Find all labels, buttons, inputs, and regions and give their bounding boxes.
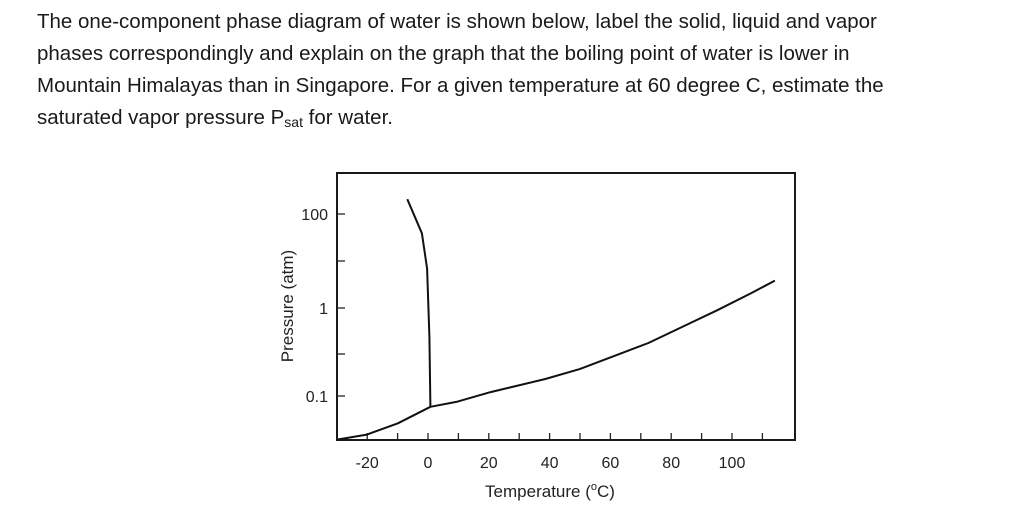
x-tick-label: 80 (662, 455, 680, 472)
melting-curve (406, 198, 432, 407)
y-tick-label: 1 (319, 301, 328, 318)
question-line: The one-component phase diagram of water… (37, 10, 877, 33)
vaporization-curve (430, 279, 776, 408)
x-tick-label: -20 (356, 455, 379, 472)
x-tick-label: 60 (602, 455, 620, 472)
y-axis-label: Pressure (atm) (278, 250, 297, 362)
y-tick-label: 0.1 (306, 389, 328, 406)
sublimation-curve (337, 405, 431, 441)
subscript-sat: sat (284, 114, 303, 130)
plot-frame (336, 172, 796, 441)
question-line: phases correspondingly and explain on th… (37, 42, 850, 65)
x-tick-label: 0 (424, 455, 433, 472)
question-line-text: saturated vapor pressure P (37, 106, 285, 129)
question-line-text: for water. (302, 106, 393, 129)
x-axis-label-suffix: C) (597, 482, 615, 501)
question-text: The one-component phase diagram of water… (37, 6, 1017, 134)
question-line: saturated vapor pressure Psat for water. (37, 102, 1017, 134)
x-tick-label: 40 (541, 455, 559, 472)
x-axis-label-degree: o (591, 481, 597, 493)
x-tick-label: 100 (719, 455, 746, 472)
x-tick-label: 20 (480, 455, 498, 472)
question-line: Mountain Himalayas than in Singapore. Fo… (37, 74, 884, 97)
y-tick-label: 100 (301, 207, 328, 224)
x-axis-label-prefix: Temperature ( (485, 482, 591, 501)
x-axis-label: Temperature (oC) (485, 481, 615, 501)
